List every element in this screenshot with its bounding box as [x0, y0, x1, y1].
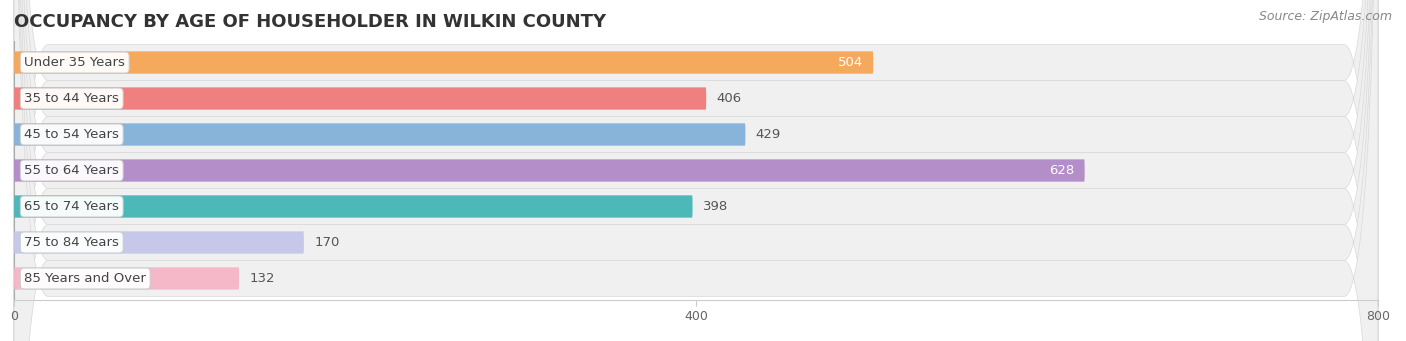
- Text: 429: 429: [755, 128, 780, 141]
- Text: 85 Years and Over: 85 Years and Over: [24, 272, 146, 285]
- Text: 628: 628: [1049, 164, 1074, 177]
- Text: 406: 406: [717, 92, 741, 105]
- FancyBboxPatch shape: [14, 195, 693, 218]
- Text: OCCUPANCY BY AGE OF HOUSEHOLDER IN WILKIN COUNTY: OCCUPANCY BY AGE OF HOUSEHOLDER IN WILKI…: [14, 13, 606, 31]
- Text: 75 to 84 Years: 75 to 84 Years: [24, 236, 120, 249]
- FancyBboxPatch shape: [14, 0, 1378, 341]
- FancyBboxPatch shape: [14, 159, 1084, 182]
- Text: 504: 504: [838, 56, 863, 69]
- FancyBboxPatch shape: [14, 51, 873, 74]
- Text: 170: 170: [314, 236, 339, 249]
- Text: 398: 398: [703, 200, 728, 213]
- Text: 45 to 54 Years: 45 to 54 Years: [24, 128, 120, 141]
- FancyBboxPatch shape: [14, 231, 304, 254]
- FancyBboxPatch shape: [14, 0, 1378, 341]
- FancyBboxPatch shape: [14, 0, 1378, 341]
- FancyBboxPatch shape: [14, 123, 745, 146]
- Text: Under 35 Years: Under 35 Years: [24, 56, 125, 69]
- FancyBboxPatch shape: [14, 0, 1378, 341]
- Text: Source: ZipAtlas.com: Source: ZipAtlas.com: [1258, 10, 1392, 23]
- Text: 35 to 44 Years: 35 to 44 Years: [24, 92, 120, 105]
- FancyBboxPatch shape: [14, 0, 1378, 341]
- Text: 55 to 64 Years: 55 to 64 Years: [24, 164, 120, 177]
- FancyBboxPatch shape: [14, 0, 1378, 341]
- FancyBboxPatch shape: [14, 87, 706, 110]
- FancyBboxPatch shape: [14, 267, 239, 290]
- Text: 65 to 74 Years: 65 to 74 Years: [24, 200, 120, 213]
- FancyBboxPatch shape: [14, 0, 1378, 341]
- Text: 132: 132: [249, 272, 274, 285]
